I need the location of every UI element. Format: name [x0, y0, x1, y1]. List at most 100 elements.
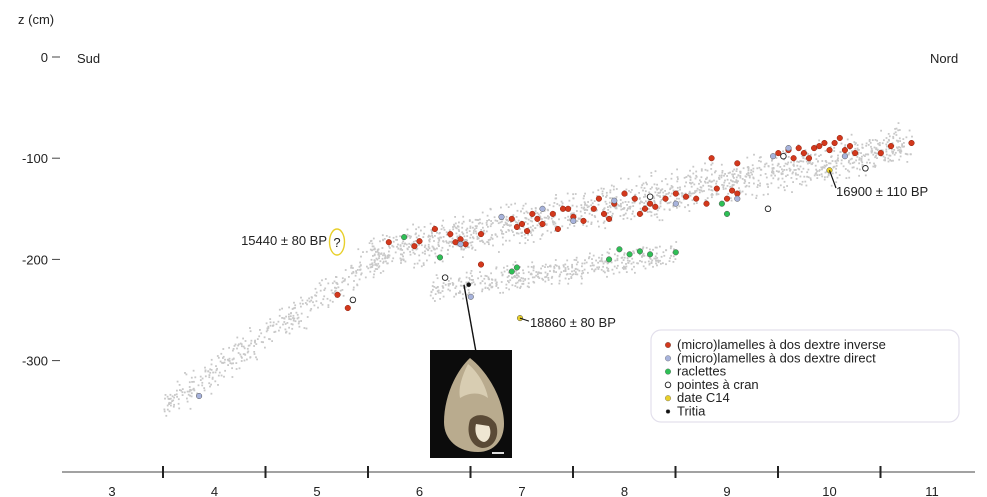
background-point	[502, 291, 504, 294]
background-point	[625, 271, 628, 273]
background-point	[554, 225, 557, 228]
background-point	[445, 231, 448, 234]
background-point	[626, 204, 628, 206]
background-point	[472, 292, 475, 294]
background-point	[502, 243, 504, 246]
background-point	[847, 153, 850, 156]
background-point	[211, 376, 214, 379]
background-point	[469, 241, 472, 244]
background-point	[468, 292, 470, 294]
background-point	[758, 160, 760, 162]
background-point	[209, 385, 211, 388]
background-point	[418, 259, 421, 262]
background-point	[292, 307, 295, 310]
background-point	[629, 205, 632, 208]
pointes-point	[441, 274, 449, 281]
background-point	[522, 226, 525, 228]
direct-point	[841, 153, 848, 160]
background-point	[532, 241, 535, 243]
background-point	[485, 223, 488, 226]
background-point	[635, 185, 638, 187]
background-point	[519, 279, 522, 281]
background-point	[177, 402, 180, 405]
background-point	[881, 142, 884, 145]
background-point	[473, 228, 476, 231]
background-point	[476, 237, 479, 239]
background-point	[888, 154, 891, 157]
background-point	[457, 292, 460, 294]
background-point	[562, 265, 565, 268]
background-point	[373, 248, 376, 251]
background-point	[401, 242, 404, 245]
background-point	[425, 247, 428, 250]
background-point	[861, 147, 864, 149]
background-point	[489, 238, 491, 241]
background-point	[901, 145, 903, 147]
background-point	[500, 229, 502, 232]
background-point	[641, 201, 643, 204]
background-point	[739, 170, 742, 173]
background-point	[847, 169, 849, 172]
background-point	[752, 167, 755, 170]
background-point	[334, 286, 336, 289]
raclettes-point	[672, 249, 679, 256]
background-point	[711, 193, 714, 196]
background-point	[214, 371, 217, 374]
background-point	[250, 339, 253, 342]
background-point	[342, 294, 345, 297]
background-point	[249, 327, 251, 329]
background-point	[399, 245, 402, 247]
background-point	[770, 182, 773, 185]
annotation-16900: 16900 ± 110 BP	[836, 184, 928, 199]
background-point	[765, 176, 768, 179]
background-point	[530, 207, 533, 210]
background-point	[282, 323, 284, 326]
background-point	[413, 253, 416, 255]
background-point	[660, 255, 663, 258]
x-tick-label: 9	[723, 484, 730, 497]
background-point	[865, 153, 867, 156]
background-point	[573, 225, 576, 227]
background-point	[350, 266, 352, 269]
background-point	[534, 227, 537, 229]
background-point	[511, 284, 514, 287]
background-point	[392, 245, 395, 248]
background-point	[617, 204, 620, 206]
background-point	[688, 192, 690, 195]
background-point	[809, 153, 812, 156]
background-point	[514, 202, 516, 205]
background-point	[869, 142, 872, 144]
background-point	[527, 239, 529, 241]
background-point	[614, 207, 617, 210]
background-point	[726, 185, 729, 187]
background-point	[522, 272, 525, 275]
direct-point	[672, 200, 679, 207]
background-point	[387, 254, 390, 256]
background-point	[442, 236, 445, 238]
background-point	[263, 336, 266, 339]
background-point	[908, 129, 911, 132]
background-point	[315, 291, 318, 294]
background-point	[500, 206, 502, 209]
background-point	[631, 268, 633, 271]
background-point	[731, 173, 734, 176]
background-point	[591, 268, 593, 271]
background-point	[777, 171, 780, 173]
background-point	[427, 235, 430, 238]
background-point	[418, 254, 421, 257]
background-point	[791, 172, 794, 175]
background-point	[865, 142, 868, 145]
background-point	[470, 270, 473, 272]
background-point	[465, 271, 468, 274]
background-point	[462, 215, 465, 218]
background-point	[550, 277, 553, 279]
background-point	[547, 279, 550, 281]
background-point	[671, 186, 674, 189]
background-point	[484, 282, 486, 285]
background-point	[670, 177, 673, 180]
background-point	[522, 277, 524, 280]
inverse-point	[647, 200, 654, 207]
background-point	[529, 226, 532, 229]
background-point	[733, 177, 735, 179]
background-point	[518, 272, 520, 274]
